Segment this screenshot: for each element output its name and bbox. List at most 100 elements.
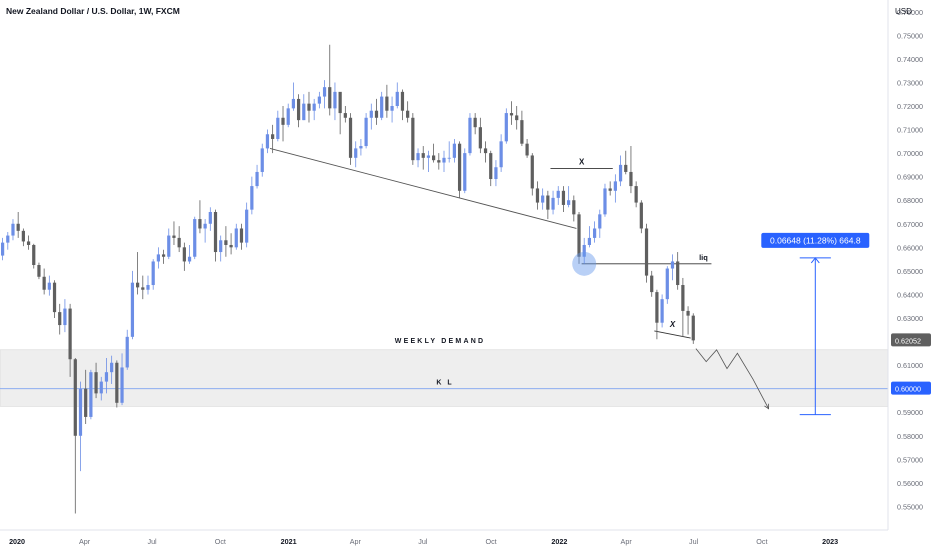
- candle-95[interactable]: [494, 160, 498, 187]
- candle-130[interactable]: [676, 252, 680, 290]
- candle-132[interactable]: [686, 306, 690, 335]
- candle-42[interactable]: [219, 235, 223, 262]
- candle-77[interactable]: [400, 89, 405, 121]
- candle-16[interactable]: [84, 369, 88, 424]
- candle-128[interactable]: [665, 266, 669, 304]
- time-axis[interactable]: 2020 Apr Jul Oct 2021 Apr Jul Oct 2022 Apr Jul Oct 2…: [9, 537, 838, 546]
- candle-49[interactable]: [255, 164, 259, 189]
- candle-12[interactable]: [63, 299, 67, 333]
- candle-80[interactable]: [416, 148, 420, 168]
- candle-103[interactable]: [535, 181, 540, 210]
- candle-124[interactable]: [644, 223, 649, 283]
- candle-31[interactable]: [161, 249, 166, 264]
- candle-17[interactable]: [89, 369, 93, 420]
- candle-59[interactable]: [307, 91, 311, 123]
- candle-8[interactable]: [42, 268, 46, 295]
- candle-117[interactable]: [608, 181, 612, 196]
- candle-112[interactable]: [582, 237, 586, 264]
- candle-23[interactable]: [120, 353, 124, 406]
- candle-83[interactable]: [432, 143, 436, 163]
- candle-119[interactable]: [618, 155, 623, 187]
- candle-90[interactable]: [468, 113, 472, 156]
- candle-58[interactable]: [302, 94, 306, 121]
- candle-109[interactable]: [567, 186, 571, 208]
- candle-55[interactable]: [286, 103, 290, 128]
- candle-129[interactable]: [670, 254, 675, 281]
- candle-11[interactable]: [58, 303, 62, 335]
- candle-2[interactable]: [11, 219, 15, 241]
- candle-88[interactable]: [457, 141, 462, 198]
- candle-81[interactable]: [421, 146, 425, 170]
- candle-0[interactable]: [0, 237, 5, 261]
- candle-56[interactable]: [291, 82, 296, 111]
- candle-65[interactable]: [338, 91, 342, 135]
- candle-107[interactable]: [556, 186, 560, 205]
- candle-96[interactable]: [499, 134, 503, 172]
- candle-60[interactable]: [312, 98, 316, 121]
- candle-92[interactable]: [478, 117, 482, 154]
- candle-22[interactable]: [115, 360, 119, 408]
- price-axis[interactable]: 0.76000 0.75000 0.74000 0.73000 0.72000 0.710…: [891, 8, 931, 512]
- candle-39[interactable]: [203, 219, 207, 243]
- candle-50[interactable]: [260, 143, 264, 177]
- candle-115[interactable]: [598, 209, 602, 238]
- candle-25[interactable]: [130, 270, 135, 340]
- candle-38[interactable]: [198, 200, 202, 234]
- candle-46[interactable]: [239, 223, 244, 250]
- candle-61[interactable]: [317, 91, 321, 109]
- candle-35[interactable]: [182, 242, 186, 271]
- candle-104[interactable]: [541, 188, 545, 210]
- candle-126[interactable]: [655, 289, 659, 340]
- candle-6[interactable]: [32, 243, 36, 269]
- candle-44[interactable]: [229, 233, 233, 255]
- candle-85[interactable]: [442, 150, 446, 172]
- candle-47[interactable]: [245, 202, 249, 248]
- candle-133[interactable]: [691, 313, 695, 344]
- candle-24[interactable]: [125, 329, 129, 370]
- candle-121[interactable]: [629, 146, 633, 194]
- candle-57[interactable]: [296, 94, 301, 128]
- candle-32[interactable]: [167, 228, 171, 260]
- candle-131[interactable]: [681, 277, 685, 337]
- candle-66[interactable]: [343, 106, 347, 123]
- candle-98[interactable]: [509, 101, 514, 125]
- candle-3[interactable]: [16, 212, 20, 238]
- candle-116[interactable]: [603, 183, 607, 217]
- candle-63[interactable]: [328, 44, 332, 116]
- candle-73[interactable]: [380, 91, 384, 121]
- candle-7[interactable]: [37, 262, 41, 280]
- candle-89[interactable]: [463, 148, 467, 194]
- candle-93[interactable]: [483, 141, 488, 163]
- candle-75[interactable]: [390, 96, 394, 123]
- candle-36[interactable]: [187, 244, 192, 264]
- current-price-tag[interactable]: [891, 333, 931, 347]
- candle-41[interactable]: [213, 209, 218, 262]
- candle-19[interactable]: [99, 376, 103, 401]
- candle-54[interactable]: [281, 106, 285, 142]
- candle-10[interactable]: [52, 280, 57, 318]
- candle-14[interactable]: [73, 358, 77, 514]
- candle-43[interactable]: [224, 226, 228, 257]
- candle-82[interactable]: [426, 150, 431, 172]
- candle-40[interactable]: [208, 207, 212, 231]
- candle-101[interactable]: [525, 138, 529, 158]
- candle-123[interactable]: [639, 200, 643, 234]
- candle-105[interactable]: [546, 190, 550, 220]
- candle-68[interactable]: [354, 141, 358, 168]
- candle-87[interactable]: [452, 138, 456, 163]
- candle-18[interactable]: [94, 362, 98, 399]
- candle-71[interactable]: [369, 103, 373, 130]
- candle-78[interactable]: [406, 101, 410, 123]
- candle-70[interactable]: [364, 113, 368, 149]
- candle-20[interactable]: [104, 358, 109, 394]
- candle-33[interactable]: [172, 221, 176, 245]
- candle-110[interactable]: [572, 195, 576, 222]
- candle-62[interactable]: [322, 80, 327, 109]
- candle-51[interactable]: [265, 129, 270, 154]
- candle-28[interactable]: [146, 275, 150, 295]
- candle-100[interactable]: [520, 110, 524, 147]
- candle-30[interactable]: [156, 247, 160, 269]
- candle-26[interactable]: [136, 252, 140, 295]
